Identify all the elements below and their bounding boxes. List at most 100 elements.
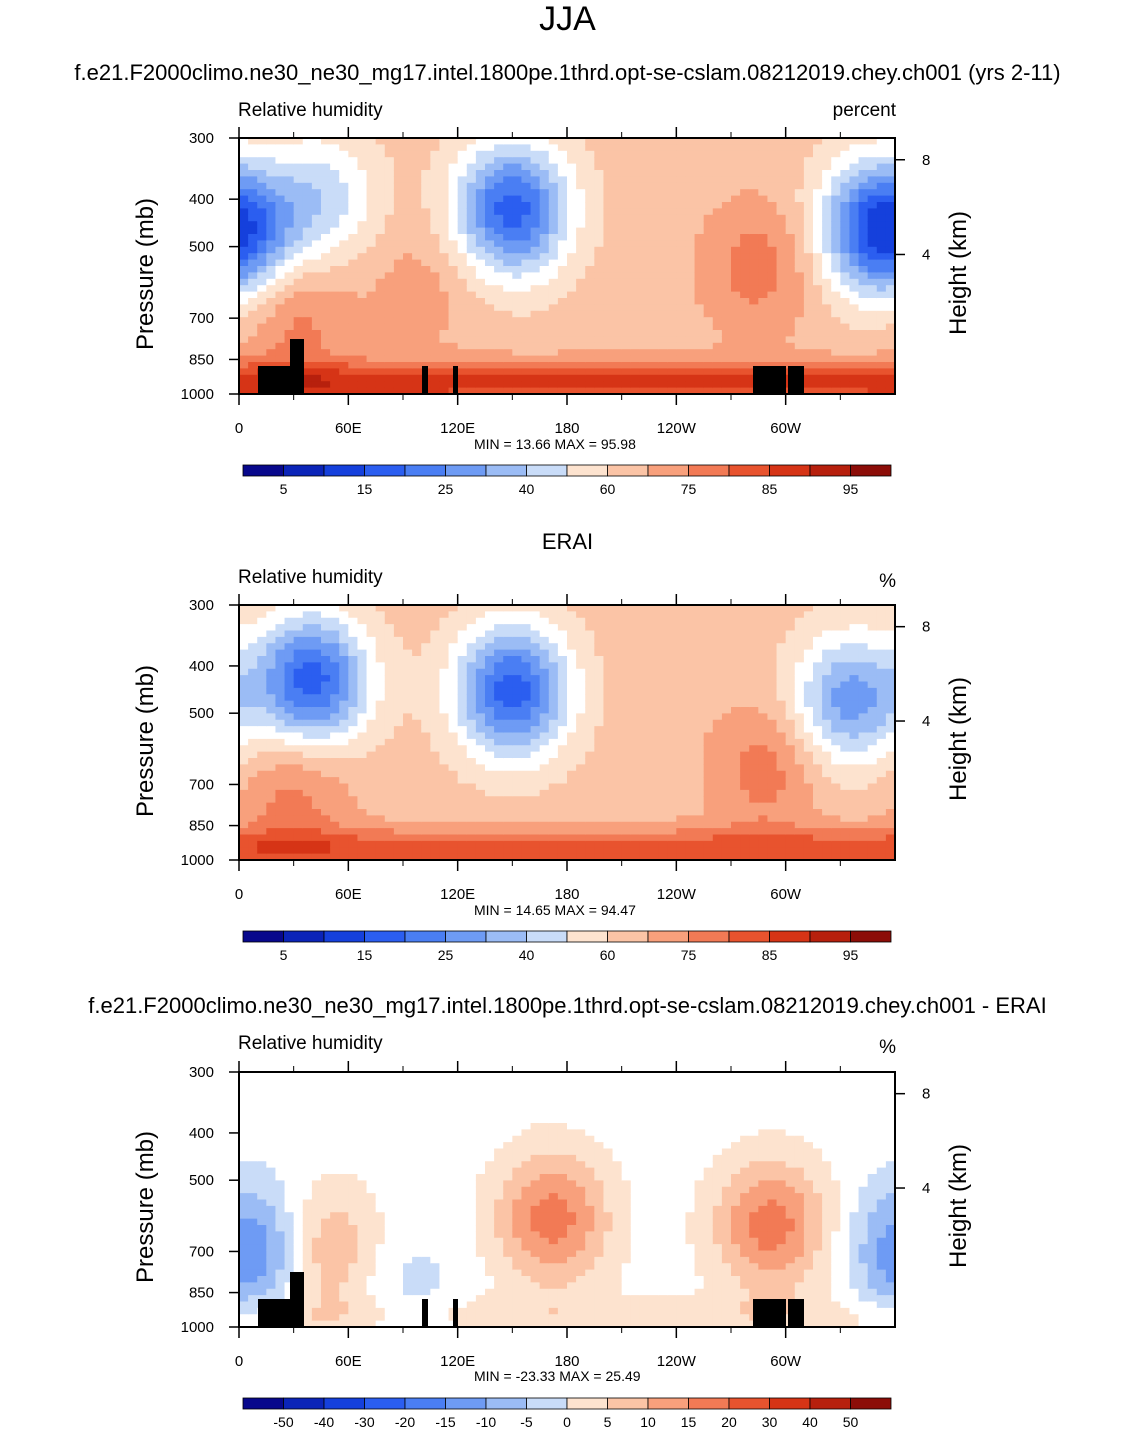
panel2-xtick-label: 60W xyxy=(770,886,802,903)
panel3-colorbar-label: 20 xyxy=(721,1414,737,1430)
panel3-colorbar-box xyxy=(728,1397,770,1410)
panel3-variable: Relative humidity xyxy=(238,1033,383,1054)
panel2-colorbar-box xyxy=(526,930,568,943)
panel3-topography xyxy=(788,1299,804,1327)
panel2-xtick-label: 120E xyxy=(440,886,475,903)
panel3-ytick-label: 1000 xyxy=(181,1319,214,1336)
panel2-minmax: MIN = 14.65 MAX = 94.47 xyxy=(474,902,636,918)
panel3-title: f.e21.F2000climo.ne30_ne30_mg17.intel.18… xyxy=(88,993,1047,1018)
panel1-units: percent xyxy=(832,100,896,121)
panel1-topography xyxy=(290,339,304,394)
panel1-colorbar-label: 75 xyxy=(681,481,697,497)
panel3-topography xyxy=(753,1299,786,1327)
panel2-ytick-label: 700 xyxy=(189,776,214,793)
panel3-colorbar-label: 10 xyxy=(640,1414,656,1430)
panel3-colorbar-label: -40 xyxy=(314,1414,334,1430)
panel1-topography xyxy=(453,366,458,394)
panel2-field xyxy=(239,605,896,861)
panel1-colorbar-box xyxy=(364,464,406,477)
panel1-colorbar-box xyxy=(850,464,892,477)
panel1-colorbar-box xyxy=(445,464,487,477)
panel3-colorbar-box xyxy=(445,1397,487,1410)
panel2-height-label: 4 xyxy=(922,713,930,730)
panel3-colorbar-box xyxy=(323,1397,365,1410)
panel2-ytick-label: 1000 xyxy=(181,852,214,869)
panel1-colorbar-box xyxy=(809,464,851,477)
panel3-units: % xyxy=(879,1037,896,1058)
panel2-colorbar-label: 95 xyxy=(843,947,859,963)
panel1-colorbar-label: 95 xyxy=(843,481,859,497)
panel2-colorbar-box xyxy=(607,930,649,943)
panel3-ytick-label: 400 xyxy=(189,1125,214,1142)
panel2-colorbar-label: 85 xyxy=(762,947,778,963)
panel3-colorbar-label: 50 xyxy=(843,1414,859,1430)
panel2-variable: Relative humidity xyxy=(238,567,383,588)
panel1-topography xyxy=(422,366,428,394)
panel1-xtick-label: 60E xyxy=(335,420,362,437)
panel3-colorbar-box xyxy=(809,1397,851,1410)
panel3-colorbar-box xyxy=(485,1397,527,1410)
panel3-colorbar-label: 15 xyxy=(681,1414,697,1430)
panel3-xtick-label: 60E xyxy=(335,1353,362,1370)
panel1-colorbar-label: 40 xyxy=(519,481,535,497)
panel3-colorbar-label: -10 xyxy=(476,1414,496,1430)
panel1-xtick-label: 60W xyxy=(770,420,802,437)
panel2-colorbar-label: 60 xyxy=(600,947,616,963)
panel3-ytick-label: 700 xyxy=(189,1243,214,1260)
panel3-colorbar-box xyxy=(283,1397,325,1410)
panel2-colorbar-label: 25 xyxy=(438,947,454,963)
panel1-field xyxy=(239,138,896,395)
panel1-colorbar-box xyxy=(526,464,568,477)
panel1-colorbar-label: 85 xyxy=(762,481,778,497)
panel2-colorbar-box xyxy=(485,930,527,943)
panel1-colorbar-box xyxy=(647,464,689,477)
panel1-colorbar-box xyxy=(404,464,446,477)
panel2-colorbar-box xyxy=(364,930,406,943)
panel3-colorbar-label: -20 xyxy=(395,1414,415,1430)
panel2-colorbar-label: 40 xyxy=(519,947,535,963)
panel1-topography xyxy=(258,366,294,394)
panel1-ytick-label: 700 xyxy=(189,310,214,327)
panel3-height-label: 8 xyxy=(922,1086,930,1103)
panel1-colorbar-box xyxy=(323,464,365,477)
panel3-colorbar-box xyxy=(242,1397,284,1410)
panel1-minmax: MIN = 13.66 MAX = 95.98 xyxy=(474,436,636,452)
panel1-ytick-label: 400 xyxy=(189,191,214,208)
panel3-colorbar-label: 40 xyxy=(802,1414,818,1430)
panel1-ytick-label: 500 xyxy=(189,239,214,256)
panel3-height-label: 4 xyxy=(922,1180,930,1197)
panel3-ytick-label: 500 xyxy=(189,1172,214,1189)
panel3-ytick-label: 850 xyxy=(189,1285,214,1302)
panel2-ytick-label: 400 xyxy=(189,658,214,675)
panel2-xtick-label: 60E xyxy=(335,886,362,903)
panel3-topography xyxy=(453,1299,458,1327)
panel3-colorbar-label: 5 xyxy=(604,1414,612,1430)
panel3-colorbar-box xyxy=(566,1397,608,1410)
panel3-colorbar-box xyxy=(769,1397,811,1410)
panel3-colorbar-box xyxy=(607,1397,649,1410)
panel1-colorbar-box xyxy=(688,464,730,477)
panel1-topography xyxy=(788,366,804,394)
panel3-colorbar-label: -5 xyxy=(520,1414,533,1430)
panel1-ytick-label: 300 xyxy=(189,130,214,147)
panel1-ytick-label: 850 xyxy=(189,351,214,368)
panel1-colorbar-box xyxy=(566,464,608,477)
panel3-xtick-label: 120W xyxy=(657,1353,697,1370)
panel2-colorbar-box xyxy=(647,930,689,943)
panel1-height-label: 8 xyxy=(922,152,930,169)
panel2-xtick-label: 0 xyxy=(235,886,243,903)
panel1-variable: Relative humidity xyxy=(238,100,383,121)
panel3-minmax: MIN = -23.33 MAX = 25.49 xyxy=(474,1368,641,1384)
panel1-colorbar-box xyxy=(283,464,325,477)
panel1-xtick-label: 120W xyxy=(657,420,697,437)
panel2-xtick-label: 120W xyxy=(657,886,697,903)
panel2-colorbar-box xyxy=(728,930,770,943)
panel1-colorbar-label: 25 xyxy=(438,481,454,497)
panel3-colorbar-box xyxy=(526,1397,568,1410)
panel1-title: f.e21.F2000climo.ne30_ne30_mg17.intel.18… xyxy=(74,60,1061,85)
panel2-colorbar-box xyxy=(850,930,892,943)
panel1-ytick-label: 1000 xyxy=(181,386,214,403)
panel2-colorbar-box xyxy=(283,930,325,943)
panel2-colorbar-label: 75 xyxy=(681,947,697,963)
